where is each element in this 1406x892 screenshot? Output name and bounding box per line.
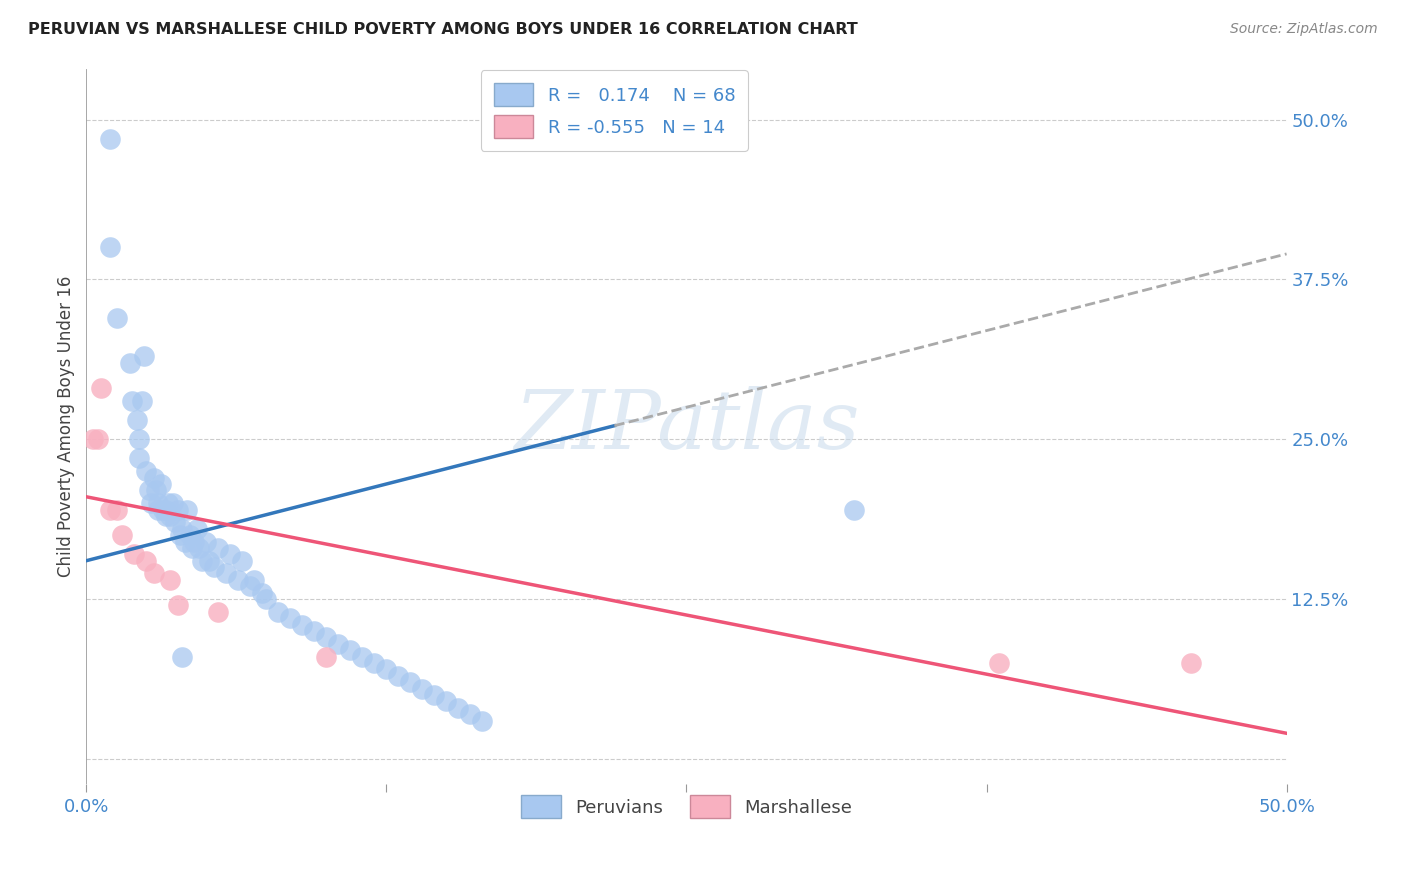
Point <box>207 605 229 619</box>
Point <box>149 477 172 491</box>
Point <box>183 534 205 549</box>
Point <box>124 547 146 561</box>
Point <box>165 516 187 530</box>
Point <box>186 522 208 536</box>
Point <box>118 355 141 369</box>
Point <box>125 413 148 427</box>
Point <box>202 560 225 574</box>
Point <box>98 502 121 516</box>
Point <box>173 534 195 549</box>
Point <box>363 656 385 670</box>
Point <box>315 631 337 645</box>
Point <box>138 483 160 498</box>
Point <box>195 534 218 549</box>
Text: ZIPatlas: ZIPatlas <box>513 386 859 467</box>
Point <box>107 310 129 325</box>
Point <box>166 599 188 613</box>
Point <box>987 656 1010 670</box>
Text: Source: ZipAtlas.com: Source: ZipAtlas.com <box>1230 22 1378 37</box>
Point <box>176 502 198 516</box>
Point <box>132 349 155 363</box>
Point <box>190 554 212 568</box>
Point <box>339 643 361 657</box>
Point <box>399 675 422 690</box>
Point <box>142 566 165 581</box>
Point <box>250 585 273 599</box>
Point <box>135 464 157 478</box>
Point <box>411 681 433 696</box>
Point <box>197 554 219 568</box>
Point <box>226 573 249 587</box>
Point <box>387 669 409 683</box>
Point <box>231 554 253 568</box>
Point <box>98 132 121 146</box>
Point <box>142 470 165 484</box>
Point <box>447 700 470 714</box>
Point <box>315 649 337 664</box>
Point <box>148 496 170 510</box>
Point <box>172 522 194 536</box>
Point <box>111 528 134 542</box>
Point <box>238 579 260 593</box>
Point <box>128 432 150 446</box>
Point <box>145 483 167 498</box>
Point <box>166 502 188 516</box>
Point <box>162 496 184 510</box>
Point <box>135 554 157 568</box>
Point <box>159 508 181 523</box>
Point <box>352 649 374 664</box>
Legend: Peruvians, Marshallese: Peruvians, Marshallese <box>513 788 859 825</box>
Point <box>328 637 350 651</box>
Point <box>1180 656 1202 670</box>
Point <box>219 547 242 561</box>
Point <box>207 541 229 555</box>
Point <box>188 541 211 555</box>
Point <box>155 502 177 516</box>
Point <box>155 508 177 523</box>
Point <box>121 393 143 408</box>
Point <box>87 432 110 446</box>
Y-axis label: Child Poverty Among Boys Under 16: Child Poverty Among Boys Under 16 <box>58 276 75 577</box>
Point <box>159 573 181 587</box>
Point <box>375 662 398 676</box>
Point <box>139 496 162 510</box>
Point <box>179 528 201 542</box>
Point <box>304 624 326 638</box>
Point <box>82 432 104 446</box>
Point <box>152 502 174 516</box>
Point <box>148 502 170 516</box>
Point <box>423 688 446 702</box>
Point <box>214 566 236 581</box>
Point <box>844 502 866 516</box>
Point <box>90 381 112 395</box>
Text: PERUVIAN VS MARSHALLESE CHILD POVERTY AMONG BOYS UNDER 16 CORRELATION CHART: PERUVIAN VS MARSHALLESE CHILD POVERTY AM… <box>28 22 858 37</box>
Point <box>128 451 150 466</box>
Point <box>267 605 290 619</box>
Point <box>98 240 121 254</box>
Point <box>460 707 482 722</box>
Point <box>280 611 302 625</box>
Point <box>180 541 202 555</box>
Point <box>254 592 277 607</box>
Point <box>291 617 314 632</box>
Point <box>434 694 457 708</box>
Point <box>172 649 194 664</box>
Point <box>131 393 153 408</box>
Point <box>243 573 266 587</box>
Point <box>156 496 179 510</box>
Point <box>169 528 191 542</box>
Point <box>107 502 129 516</box>
Point <box>471 714 494 728</box>
